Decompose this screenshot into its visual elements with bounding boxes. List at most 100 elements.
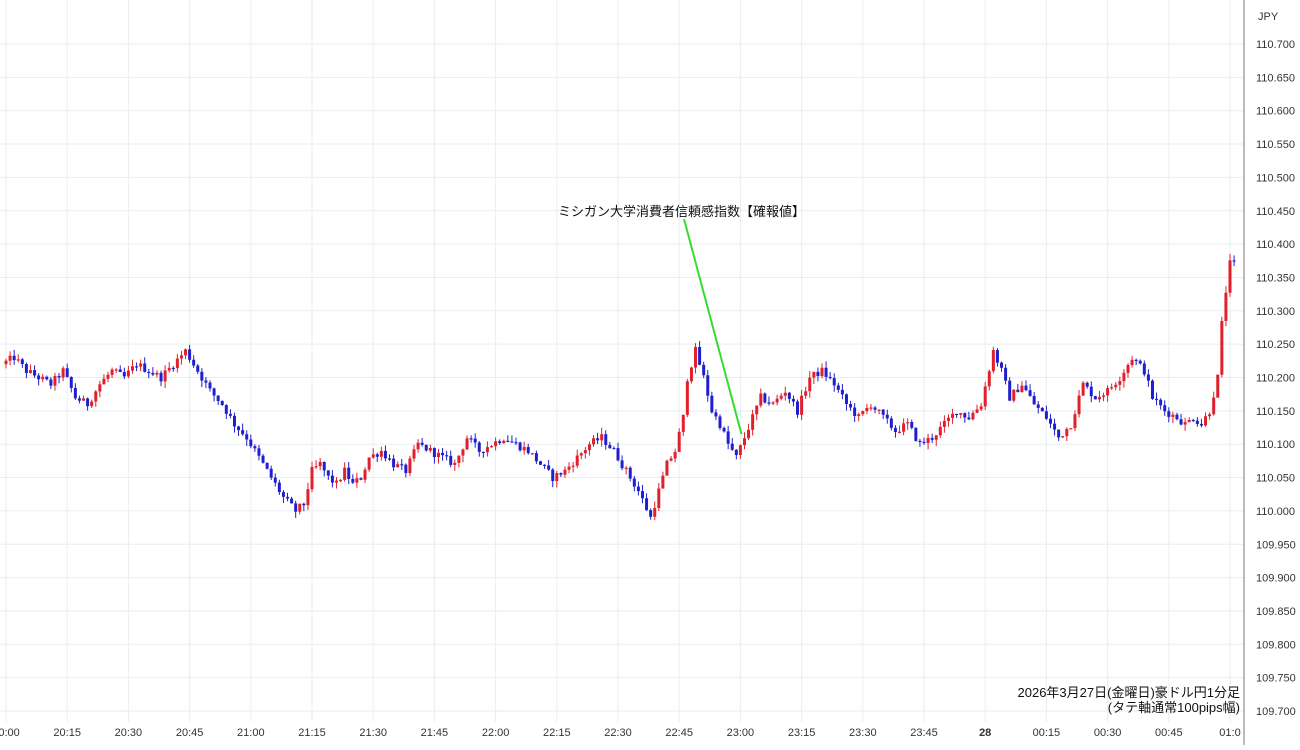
candle xyxy=(294,500,298,518)
price-tick-label: 109.950 xyxy=(1256,539,1296,551)
time-tick-label: 21:15 xyxy=(298,727,326,739)
time-tick-label: 23:00 xyxy=(727,727,755,739)
candle xyxy=(514,437,518,446)
candle xyxy=(114,368,118,373)
candle-body xyxy=(135,366,139,368)
candle-body xyxy=(465,438,469,450)
candle-body xyxy=(310,466,314,490)
candle-body xyxy=(163,370,167,382)
candle-body xyxy=(1106,388,1110,396)
candle xyxy=(1134,358,1138,366)
candle-body xyxy=(273,477,277,483)
candle-body xyxy=(1130,359,1134,366)
candle-body xyxy=(159,372,163,382)
time-tick-label: 22:15 xyxy=(543,727,571,739)
candle xyxy=(987,369,991,391)
candle xyxy=(889,416,893,431)
candle xyxy=(1024,380,1028,392)
candle-body xyxy=(494,441,498,447)
candle xyxy=(979,403,983,412)
candle xyxy=(224,404,228,420)
candle-body xyxy=(791,398,795,402)
candle-body xyxy=(877,409,881,411)
candle xyxy=(975,404,979,414)
candle-body xyxy=(694,347,698,368)
candle xyxy=(465,435,469,450)
candle xyxy=(893,425,897,438)
candle xyxy=(1150,379,1154,400)
candle xyxy=(567,462,571,474)
candle xyxy=(188,344,192,363)
candle-body xyxy=(1024,385,1028,391)
candle xyxy=(281,490,285,504)
candle xyxy=(143,357,147,373)
candle-body xyxy=(742,438,746,446)
candle xyxy=(914,427,918,442)
candle-body xyxy=(12,355,16,361)
candle-body xyxy=(645,498,649,511)
candle xyxy=(212,387,216,402)
candle-body xyxy=(477,442,481,452)
candle xyxy=(135,362,139,372)
candle xyxy=(751,409,755,436)
candle-body xyxy=(432,448,436,458)
candle xyxy=(1028,384,1032,397)
candle-body xyxy=(889,418,893,428)
candle xyxy=(1012,389,1016,403)
candle-body xyxy=(359,478,363,480)
candle-body xyxy=(1069,428,1073,430)
candle xyxy=(416,439,420,453)
candle xyxy=(1020,381,1024,393)
candle-body xyxy=(596,438,600,441)
candle-body xyxy=(922,441,926,444)
candle xyxy=(179,350,183,365)
candle-body xyxy=(1110,387,1114,389)
candle-body xyxy=(987,371,991,387)
candle xyxy=(388,454,392,461)
candle-body xyxy=(481,451,485,454)
candle xyxy=(1097,390,1101,403)
candle xyxy=(685,378,689,418)
candle xyxy=(885,409,889,424)
candle xyxy=(612,446,616,450)
chart-subtitle: (タテ軸通常100pips幅) xyxy=(1108,700,1240,715)
candle-body xyxy=(1097,396,1101,400)
candle xyxy=(432,447,436,464)
candle-body xyxy=(840,389,844,395)
candle xyxy=(363,467,367,483)
candle xyxy=(930,433,934,444)
candle xyxy=(669,455,673,462)
candle xyxy=(1093,395,1097,400)
candle xyxy=(232,412,236,433)
candle xyxy=(832,373,836,392)
candle-body xyxy=(53,375,57,386)
candle xyxy=(600,427,604,447)
candle-body xyxy=(1212,397,1216,415)
candle-body xyxy=(796,401,800,415)
price-tick-label: 110.500 xyxy=(1256,172,1295,184)
candle xyxy=(677,428,681,452)
candle xyxy=(640,484,644,504)
candle xyxy=(1053,418,1057,436)
candle xyxy=(1163,400,1167,416)
candle xyxy=(392,454,396,471)
candle-body xyxy=(151,372,155,375)
candle xyxy=(530,453,534,455)
candle xyxy=(408,455,412,477)
candle-body xyxy=(1077,395,1081,415)
candle-body xyxy=(1155,398,1159,401)
currency-label: JPY xyxy=(1258,11,1279,23)
price-tick-label: 110.450 xyxy=(1256,206,1295,218)
candle-body xyxy=(322,461,326,471)
time-tick-label: 21:30 xyxy=(359,727,387,739)
candle-body xyxy=(1102,395,1106,397)
candle xyxy=(812,371,816,385)
candle-body xyxy=(33,370,37,376)
candle xyxy=(534,450,538,465)
candle xyxy=(347,461,351,485)
time-tick-label: 23:30 xyxy=(849,727,877,739)
candle xyxy=(33,365,37,378)
candle-body xyxy=(404,464,408,474)
candle-body xyxy=(490,446,494,448)
candle xyxy=(673,448,677,463)
